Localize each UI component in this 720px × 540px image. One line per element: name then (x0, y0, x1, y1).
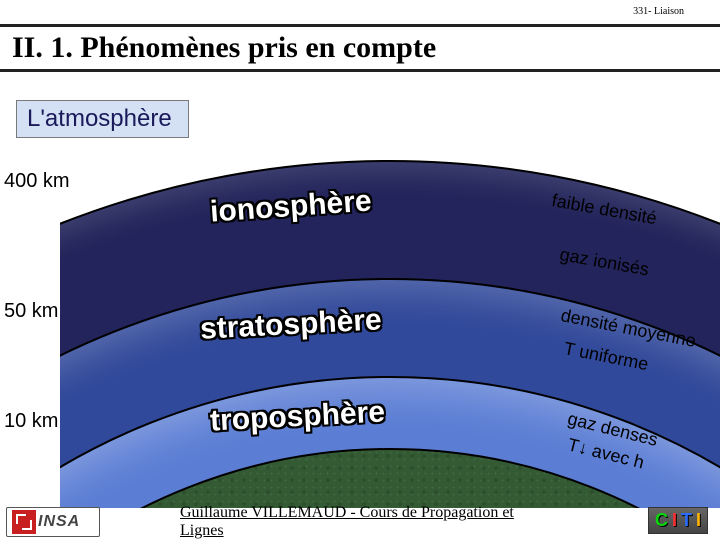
footer-right: C I T I (648, 507, 708, 534)
title-bar: II. 1. Phénomènes pris en compte (0, 24, 720, 72)
citi-letter-i2: I (696, 510, 701, 531)
subtitle-box: L'atmosphère (16, 100, 189, 138)
citi-logo: C I T I (648, 507, 708, 534)
altitude-label-troposphere: 10 km (4, 410, 58, 433)
footer: INSA Guillaume VILLEMAUD - Cours de Prop… (0, 504, 720, 540)
footer-center-text: Guillaume VILLEMAUD - Cours de Propagati… (180, 504, 540, 540)
footer-left: INSA (12, 510, 84, 534)
subtitle-text: L'atmosphère (27, 105, 172, 133)
insa-logo: INSA (12, 510, 84, 534)
insa-logo-text: INSA (38, 513, 80, 531)
citi-letter-t: T (681, 510, 692, 531)
insa-logo-icon (12, 510, 36, 534)
citi-letter-c: C (655, 510, 668, 531)
page-number: 331- Liaison (633, 6, 684, 17)
altitude-label-stratosphere: 50 km (4, 300, 58, 323)
citi-letter-i: I (672, 510, 677, 531)
page-title: II. 1. Phénomènes pris en compte (12, 31, 436, 65)
